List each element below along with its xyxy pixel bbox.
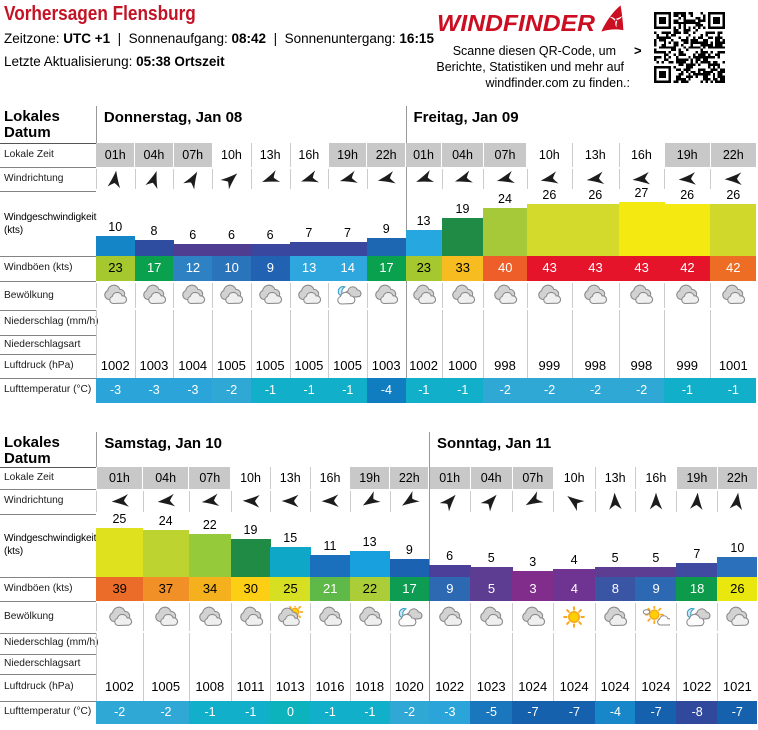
svg-text:WINDFINDER: WINDFINDER (437, 10, 595, 36)
